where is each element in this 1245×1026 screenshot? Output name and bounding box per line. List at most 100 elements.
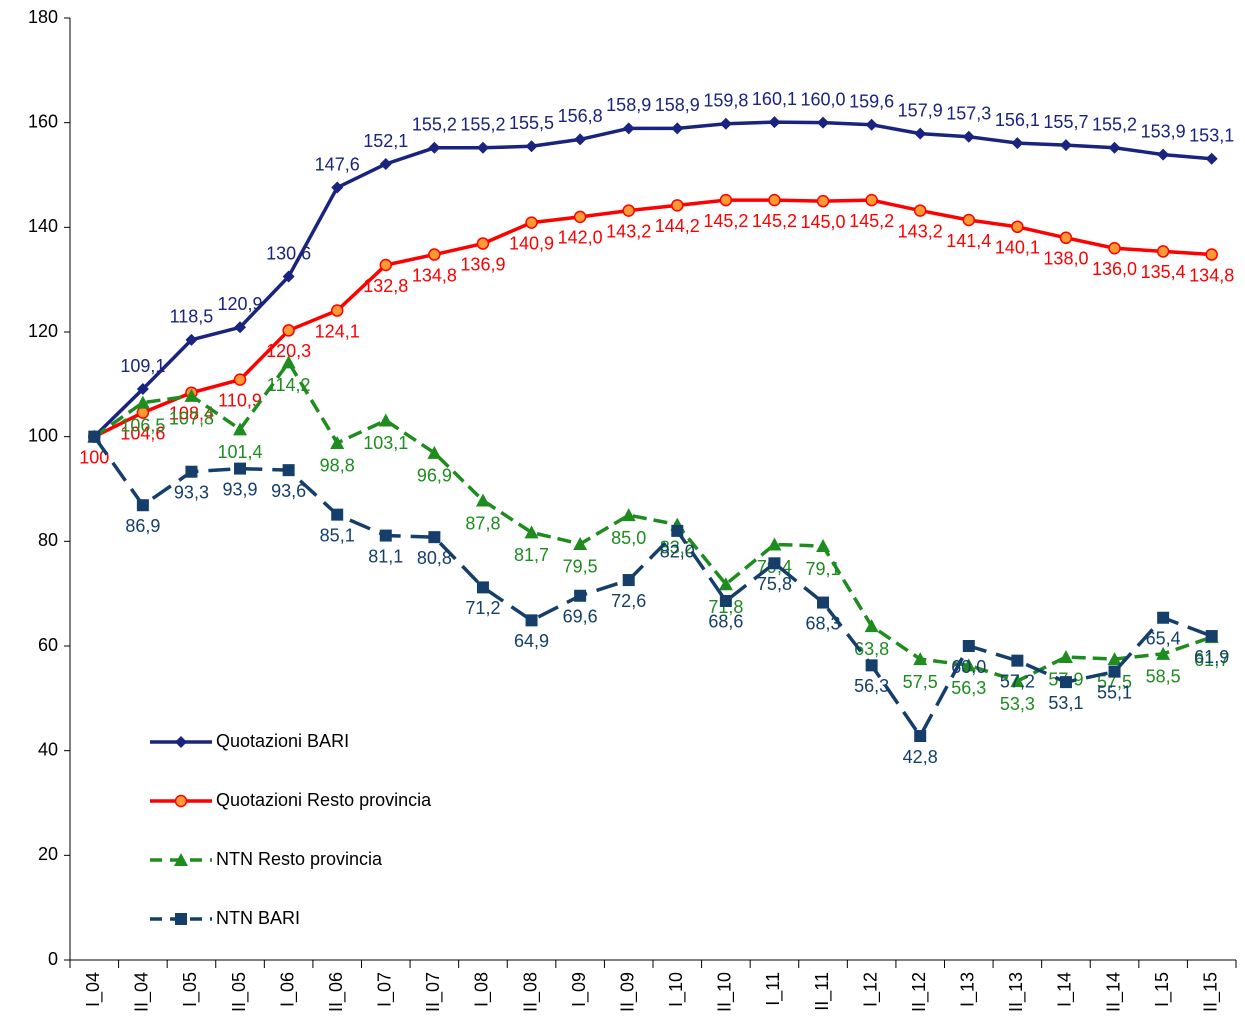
- marker: [379, 529, 392, 542]
- data-label: 135,4: [1141, 262, 1186, 282]
- marker: [281, 355, 296, 369]
- marker: [865, 118, 878, 131]
- data-label: 152,1: [363, 131, 408, 151]
- data-label: 79,5: [563, 557, 598, 577]
- marker: [282, 270, 295, 283]
- data-label: 107,8: [169, 409, 214, 429]
- data-label: 124,1: [315, 321, 360, 341]
- data-label: 108,4: [169, 403, 214, 423]
- marker: [135, 395, 150, 409]
- data-label: 109,1: [120, 356, 165, 376]
- y-tick-label: 80: [38, 530, 58, 550]
- marker: [331, 181, 344, 194]
- y-tick-label: 160: [28, 111, 58, 131]
- data-label: 103,1: [363, 433, 408, 453]
- legend-label: NTN BARI: [216, 908, 300, 928]
- data-label: 71,8: [708, 597, 743, 617]
- marker: [913, 652, 928, 666]
- data-label: 68,3: [806, 613, 841, 633]
- data-label: 140,9: [509, 233, 554, 253]
- x-tick-label: II_15: [1200, 972, 1221, 1012]
- data-label: 57,5: [1097, 672, 1132, 692]
- y-tick-label: 60: [38, 635, 58, 655]
- x-tick-label: I_06: [277, 972, 298, 1007]
- marker: [524, 525, 539, 539]
- marker: [330, 304, 344, 317]
- x-tick-label: II_09: [617, 972, 638, 1012]
- data-label: 60,0: [951, 657, 986, 677]
- marker: [962, 213, 976, 227]
- data-label: 120,3: [266, 341, 311, 361]
- x-tick-label: I_07: [375, 972, 396, 1007]
- marker: [1108, 242, 1121, 255]
- marker: [671, 524, 684, 537]
- x-tick-label: I_11: [763, 972, 784, 1006]
- marker: [136, 383, 149, 396]
- marker: [282, 464, 295, 477]
- marker: [1156, 646, 1171, 660]
- marker: [476, 141, 489, 154]
- marker: [174, 794, 188, 808]
- marker: [622, 204, 635, 217]
- marker: [379, 158, 392, 171]
- marker: [1059, 139, 1072, 152]
- marker: [817, 116, 830, 129]
- marker: [574, 133, 587, 146]
- marker: [185, 333, 198, 346]
- data-label: 138,0: [1043, 249, 1088, 269]
- x-tick-label: II_07: [423, 972, 444, 1012]
- marker: [233, 422, 248, 436]
- data-label: 114,2: [267, 375, 311, 395]
- data-label: 144,2: [655, 216, 700, 236]
- data-label: 80,8: [417, 548, 452, 568]
- data-label: 157,9: [898, 100, 943, 120]
- data-label: 155,2: [412, 115, 457, 135]
- data-label: 85,0: [611, 528, 646, 548]
- marker: [234, 321, 247, 334]
- series-line: [93, 359, 1213, 683]
- x-tick-label: I_14: [1055, 972, 1076, 1007]
- marker: [331, 508, 344, 521]
- data-label: 100: [79, 447, 109, 467]
- marker: [1107, 652, 1122, 666]
- marker: [1108, 665, 1121, 678]
- marker: [185, 465, 198, 478]
- x-tick-label: II_11: [812, 972, 833, 1011]
- data-label: 120,9: [218, 294, 263, 314]
- data-label: 157,3: [946, 104, 991, 124]
- data-label: 101,4: [218, 442, 263, 462]
- x-tick-label: II_10: [715, 972, 736, 1012]
- data-label: 75,8: [757, 574, 792, 594]
- data-label: 72,6: [611, 591, 646, 611]
- marker: [1157, 148, 1170, 161]
- x-tick-label: I_12: [860, 972, 881, 1007]
- marker: [427, 445, 442, 459]
- data-label: 106,5: [120, 415, 165, 435]
- marker: [573, 536, 588, 550]
- data-label: 68,6: [708, 612, 743, 632]
- marker: [962, 640, 975, 652]
- data-label: 143,2: [606, 221, 651, 241]
- data-label: 53,3: [1000, 694, 1035, 714]
- data-label: 98,8: [320, 456, 355, 476]
- data-label: 81,7: [514, 545, 549, 565]
- data-label: 156,1: [995, 110, 1040, 130]
- marker: [1156, 245, 1170, 258]
- marker: [864, 619, 879, 633]
- marker: [865, 659, 878, 672]
- y-tick-label: 140: [28, 216, 58, 236]
- data-label: 61,9: [1194, 647, 1229, 667]
- marker: [767, 537, 782, 551]
- x-tick-label: II_04: [132, 972, 153, 1012]
- marker: [525, 614, 538, 627]
- x-tick-label: I_05: [180, 972, 201, 1007]
- marker: [428, 531, 441, 544]
- x-tick-label: II_08: [520, 972, 541, 1012]
- marker: [961, 658, 976, 672]
- x-tick-label: I_04: [83, 972, 104, 1007]
- marker: [817, 596, 830, 609]
- series-line: [93, 198, 1212, 439]
- marker: [816, 194, 830, 208]
- y-tick-label: 120: [28, 321, 58, 341]
- data-label: 93,6: [271, 481, 306, 501]
